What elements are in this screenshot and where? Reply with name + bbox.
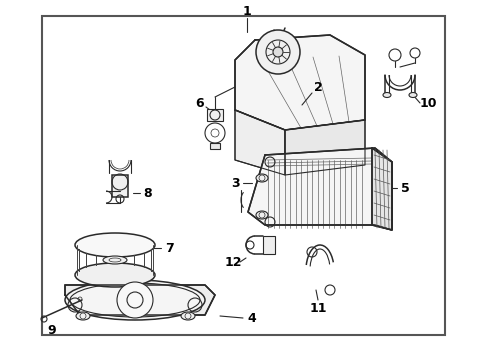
Ellipse shape [103, 256, 127, 264]
Text: 7: 7 [165, 242, 174, 255]
Circle shape [272, 47, 283, 57]
Ellipse shape [75, 233, 155, 257]
Circle shape [256, 30, 299, 74]
Bar [41, 16, 444, 335]
Ellipse shape [256, 174, 267, 182]
Polygon shape [371, 148, 391, 230]
Circle shape [117, 282, 153, 318]
Polygon shape [247, 148, 391, 230]
Bar [263, 236, 274, 254]
Ellipse shape [408, 93, 416, 98]
Bar [206, 109, 223, 121]
Text: 2: 2 [313, 81, 322, 94]
Text: 3: 3 [230, 176, 239, 189]
Ellipse shape [181, 312, 195, 320]
Text: 8: 8 [143, 186, 152, 199]
Polygon shape [235, 110, 285, 175]
Polygon shape [285, 120, 364, 175]
Bar [209, 143, 220, 149]
Text: 9: 9 [48, 324, 56, 337]
Text: 4: 4 [247, 311, 256, 324]
Text: 11: 11 [308, 302, 326, 315]
Text: 10: 10 [418, 96, 436, 109]
Polygon shape [235, 35, 364, 130]
Ellipse shape [75, 263, 155, 287]
Ellipse shape [65, 280, 204, 320]
Polygon shape [65, 285, 215, 315]
Text: 12: 12 [224, 256, 241, 269]
Text: 5: 5 [400, 181, 408, 194]
Text: 1: 1 [242, 5, 251, 18]
Ellipse shape [76, 312, 90, 320]
Text: 6: 6 [195, 96, 204, 109]
Ellipse shape [256, 211, 267, 219]
Ellipse shape [382, 93, 390, 98]
Bar [112, 175, 128, 197]
